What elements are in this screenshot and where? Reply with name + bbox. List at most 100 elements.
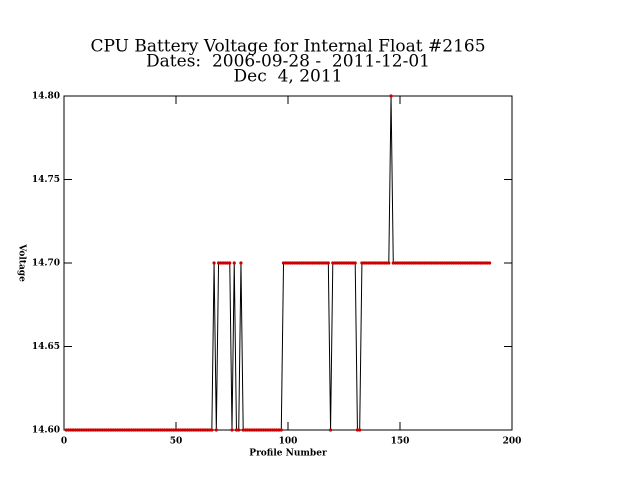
data-point xyxy=(145,428,149,432)
data-point xyxy=(234,428,239,432)
data-point xyxy=(306,261,310,265)
data-point xyxy=(203,428,207,432)
data-point xyxy=(270,428,274,432)
data-point xyxy=(107,428,111,432)
data-point xyxy=(452,261,456,265)
data-point xyxy=(120,428,124,432)
x-axis-label: Profile Number xyxy=(249,449,327,459)
data-point xyxy=(400,261,404,265)
data-point xyxy=(364,261,368,265)
data-point xyxy=(333,261,337,265)
data-point xyxy=(447,261,451,265)
data-point xyxy=(425,261,429,265)
data-point xyxy=(344,261,348,265)
chart-title: CPU Battery Voltage for Internal Float #… xyxy=(90,37,485,57)
data-point xyxy=(288,261,292,265)
x-tick-label: 150 xyxy=(391,437,410,447)
data-point xyxy=(138,428,142,432)
data-point xyxy=(277,428,281,432)
data-point xyxy=(241,428,245,432)
data-point xyxy=(481,261,485,265)
data-point xyxy=(476,261,480,265)
data-point xyxy=(160,428,165,432)
data-point xyxy=(219,261,223,265)
data-point xyxy=(192,428,196,432)
data-point xyxy=(205,428,209,432)
data-point xyxy=(167,428,171,432)
data-point xyxy=(228,261,232,265)
data-point xyxy=(429,261,433,265)
data-point xyxy=(474,261,478,265)
data-point xyxy=(125,428,129,432)
chart-title: Dec 4, 2011 xyxy=(234,67,343,87)
data-point xyxy=(402,261,407,265)
data-point xyxy=(82,428,86,432)
data-point xyxy=(221,261,225,265)
data-point xyxy=(286,261,290,265)
data-point xyxy=(367,261,371,265)
data-point xyxy=(465,261,469,265)
data-point xyxy=(264,428,268,432)
data-point xyxy=(355,428,360,432)
data-point xyxy=(340,261,344,265)
data-point xyxy=(210,428,214,432)
data-point xyxy=(140,428,144,432)
data-point xyxy=(250,428,254,432)
x-tick-label: 100 xyxy=(279,437,298,447)
data-point xyxy=(201,428,205,432)
data-point xyxy=(362,261,366,265)
data-point xyxy=(470,261,474,265)
data-point xyxy=(196,428,200,432)
data-point xyxy=(66,428,71,432)
data-point xyxy=(98,428,102,432)
data-point xyxy=(183,428,187,432)
data-point xyxy=(243,428,248,432)
data-point xyxy=(358,428,362,432)
data-point xyxy=(176,428,180,432)
y-tick-label: 14.70 xyxy=(32,259,60,269)
data-point xyxy=(335,261,339,265)
data-point xyxy=(275,428,279,432)
data-point xyxy=(293,261,297,265)
data-point xyxy=(143,428,147,432)
data-point xyxy=(371,261,375,265)
data-point xyxy=(96,428,100,432)
data-point xyxy=(438,261,442,265)
data-point xyxy=(376,261,380,265)
data-point xyxy=(127,428,131,432)
data-point xyxy=(216,261,221,265)
data-point xyxy=(214,428,218,432)
data-point xyxy=(156,428,160,432)
data-point xyxy=(75,428,80,432)
data-point xyxy=(252,428,256,432)
data-point xyxy=(311,261,315,265)
data-point xyxy=(272,428,277,432)
data-point xyxy=(261,428,265,432)
data-point xyxy=(398,261,402,265)
data-point xyxy=(456,261,460,265)
data-point xyxy=(396,261,400,265)
data-point xyxy=(91,428,95,432)
data-point xyxy=(78,428,82,432)
data-point xyxy=(73,428,77,432)
data-point xyxy=(223,261,227,265)
data-point xyxy=(315,261,319,265)
data-point xyxy=(369,261,373,265)
data-point xyxy=(373,261,377,265)
data-point xyxy=(84,428,88,432)
data-point xyxy=(80,428,84,432)
data-point xyxy=(212,261,216,265)
data-point xyxy=(299,261,304,265)
data-point xyxy=(122,428,127,432)
data-point xyxy=(382,261,386,265)
data-point xyxy=(190,428,194,432)
data-point xyxy=(185,428,189,432)
data-point xyxy=(349,261,353,265)
data-point xyxy=(295,261,299,265)
data-point xyxy=(255,428,259,432)
data-point xyxy=(116,428,120,432)
data-point xyxy=(129,428,133,432)
data-point xyxy=(384,261,389,265)
data-point xyxy=(391,261,395,265)
